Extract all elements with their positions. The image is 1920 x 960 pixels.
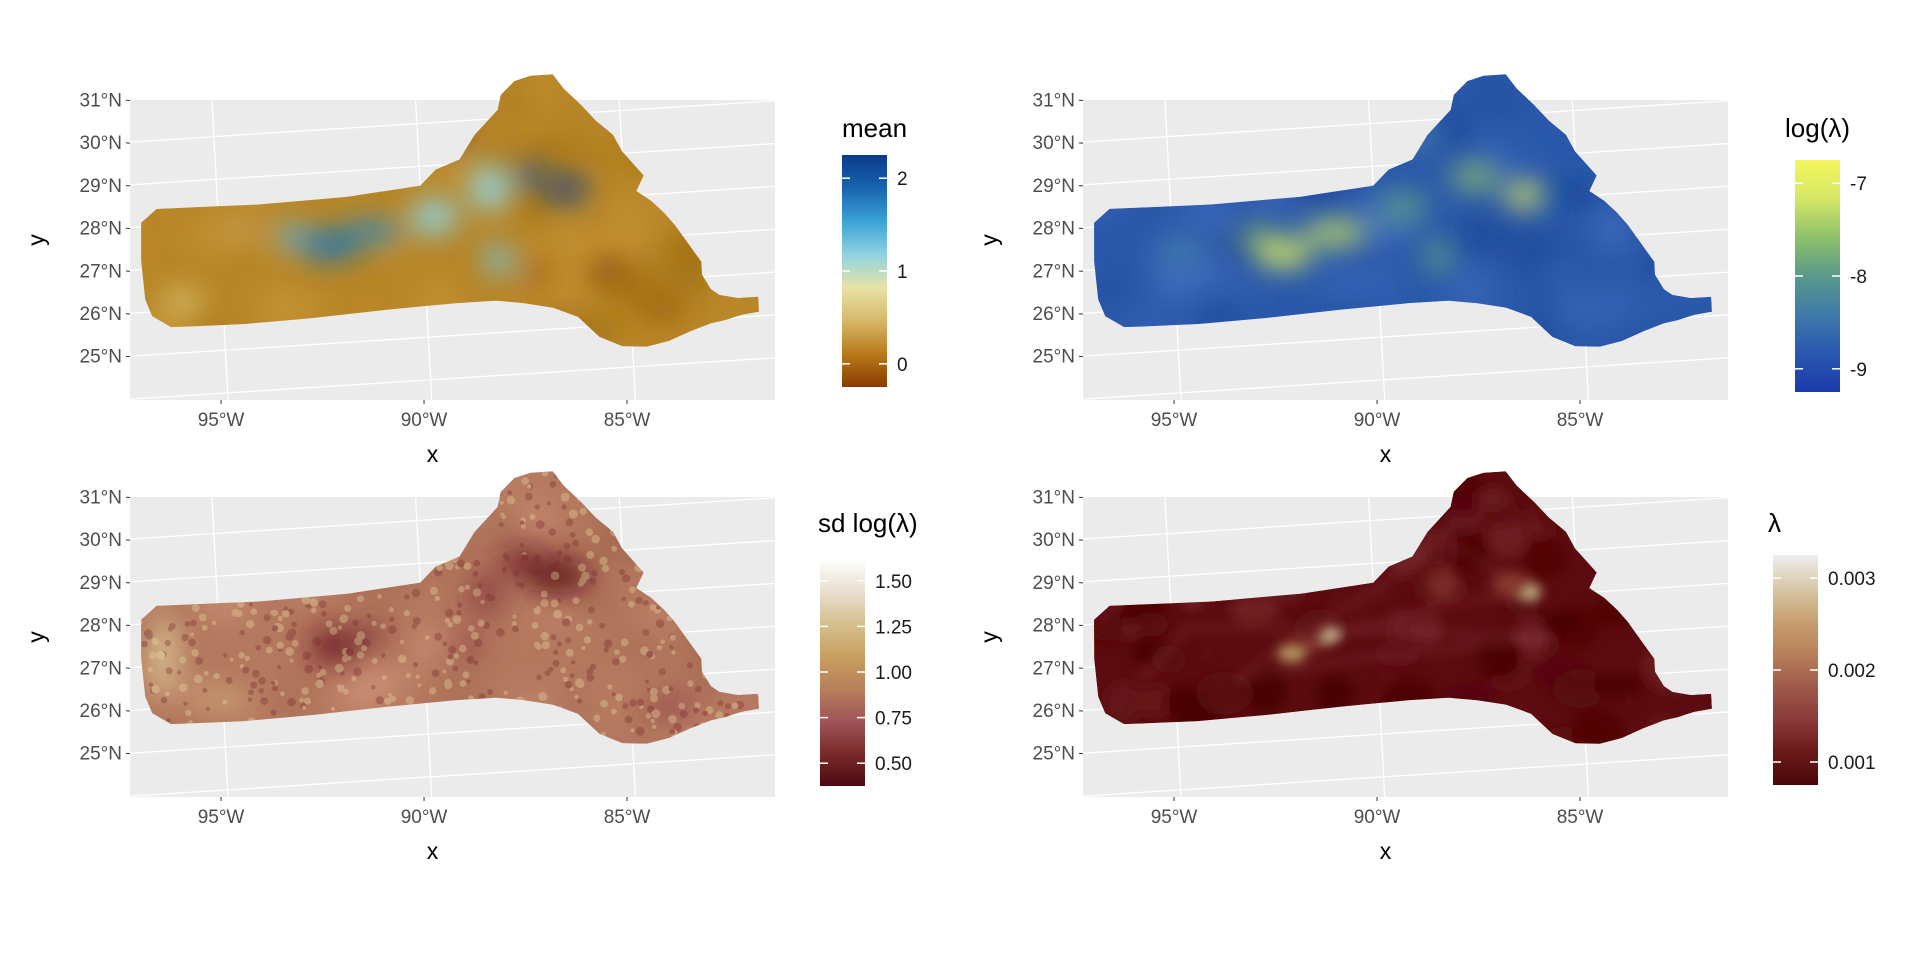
- lat-tick-label: 29°N: [1033, 176, 1075, 197]
- lat-tick-label: 25°N: [80, 347, 122, 368]
- lat-tick-label: 30°N: [80, 133, 122, 154]
- legend-tick-label: -8: [1850, 267, 1867, 288]
- lat-tick-label: 31°N: [1033, 487, 1075, 508]
- legend-sd-log-lambda: sd log(λ) 1.50 1.25 1.00 0.75 0.50: [818, 508, 918, 786]
- legend-mean: mean 2 1 0: [842, 113, 908, 387]
- legend-title: sd log(λ): [818, 508, 918, 538]
- legend-tick-label: 0.002: [1828, 661, 1876, 682]
- lat-tick-label: 26°N: [1033, 701, 1075, 722]
- lat-tick-label: 30°N: [1033, 133, 1075, 154]
- x-axis-title: x: [1380, 441, 1392, 467]
- lat-tick-label: 27°N: [80, 658, 122, 679]
- map-panel-log-lambda: 31°N 30°N 29°N 28°N 27°N 26°N 25°N 95°W 90°W 85°W…: [976, 74, 1728, 467]
- lon-tick-label: 85°W: [604, 410, 651, 431]
- lat-tick-label: 31°N: [80, 487, 122, 508]
- lon-tick-label: 95°W: [1151, 410, 1198, 431]
- lat-tick-label: 29°N: [80, 176, 122, 197]
- lat-tick-label: 31°N: [1033, 90, 1075, 111]
- lon-tick-label: 95°W: [198, 807, 245, 828]
- lat-tick-label: 25°N: [1033, 744, 1075, 765]
- legend-title: mean: [842, 113, 907, 143]
- lat-tick-label: 30°N: [1033, 530, 1075, 551]
- lat-tick-label: 28°N: [80, 219, 122, 240]
- map-panel-mean: 31°N 30°N 29°N 28°N 27°N 26°N 25°N 95°W 90°W 85°W…: [23, 74, 775, 467]
- lat-tick-label: 25°N: [1033, 347, 1075, 368]
- lon-tick-label: 85°W: [1557, 410, 1604, 431]
- lat-tick-label: 30°N: [80, 530, 122, 551]
- map-panel-sd-log-lambda: 31°N 30°N 29°N 28°N 27°N 26°N 25°N 95°W 90°W 85°W…: [23, 471, 775, 864]
- lon-tick-label: 90°W: [401, 410, 448, 431]
- legend-title: log(λ): [1785, 113, 1850, 143]
- legend-tick-label: 0.001: [1828, 753, 1876, 774]
- lon-tick-label: 85°W: [604, 807, 651, 828]
- lon-tick-label: 90°W: [1354, 410, 1401, 431]
- legend-tick-label: 1.00: [875, 663, 912, 684]
- legend-title: λ: [1768, 508, 1781, 538]
- legend-tick-label: 0.003: [1828, 569, 1876, 590]
- y-axis-title: y: [23, 234, 49, 246]
- legend-tick-label: 1.25: [875, 617, 912, 638]
- y-axis-title: y: [976, 631, 1002, 643]
- lat-tick-label: 27°N: [1033, 261, 1075, 282]
- lat-tick-label: 26°N: [80, 701, 122, 722]
- legend-tick-label: 1.50: [875, 572, 912, 593]
- map-panel-lambda: 31°N 30°N 29°N 28°N 27°N 26°N 25°N 95°W 90°W 85°W…: [976, 471, 1728, 864]
- lat-tick-label: 26°N: [1033, 304, 1075, 325]
- lon-tick-label: 85°W: [1557, 807, 1604, 828]
- x-axis-title: x: [427, 838, 439, 864]
- legend-tick-label: 2: [897, 169, 908, 190]
- lat-tick-label: 27°N: [1033, 658, 1075, 679]
- y-axis-title: y: [23, 631, 49, 643]
- y-axis-title: y: [976, 234, 1002, 246]
- lat-tick-label: 28°N: [80, 616, 122, 637]
- x-axis-title: x: [1380, 838, 1392, 864]
- lat-tick-label: 29°N: [1033, 573, 1075, 594]
- lon-tick-label: 95°W: [198, 410, 245, 431]
- lat-tick-label: 26°N: [80, 304, 122, 325]
- legend-log-lambda: log(λ) -7 -8 -9: [1785, 113, 1867, 392]
- legend-tick-label: 0.75: [875, 709, 912, 730]
- legend-tick-label: 1: [897, 262, 908, 283]
- lat-tick-label: 29°N: [80, 573, 122, 594]
- legend-tick-label: 0: [897, 355, 908, 376]
- domain-raster: [141, 471, 760, 744]
- legend-tick-label: 0.50: [875, 754, 912, 775]
- lat-tick-label: 28°N: [1033, 616, 1075, 637]
- legend-lambda: λ 0.003 0.002 0.001: [1768, 508, 1876, 785]
- x-axis-title: x: [427, 441, 439, 467]
- lat-tick-label: 27°N: [80, 261, 122, 282]
- lat-tick-label: 31°N: [80, 90, 122, 111]
- lon-tick-label: 90°W: [401, 807, 448, 828]
- lat-tick-label: 25°N: [80, 744, 122, 765]
- lon-tick-label: 90°W: [1354, 807, 1401, 828]
- lat-tick-label: 28°N: [1033, 219, 1075, 240]
- lon-tick-label: 95°W: [1151, 807, 1198, 828]
- legend-tick-label: -9: [1850, 360, 1867, 381]
- legend-tick-label: -7: [1850, 174, 1867, 195]
